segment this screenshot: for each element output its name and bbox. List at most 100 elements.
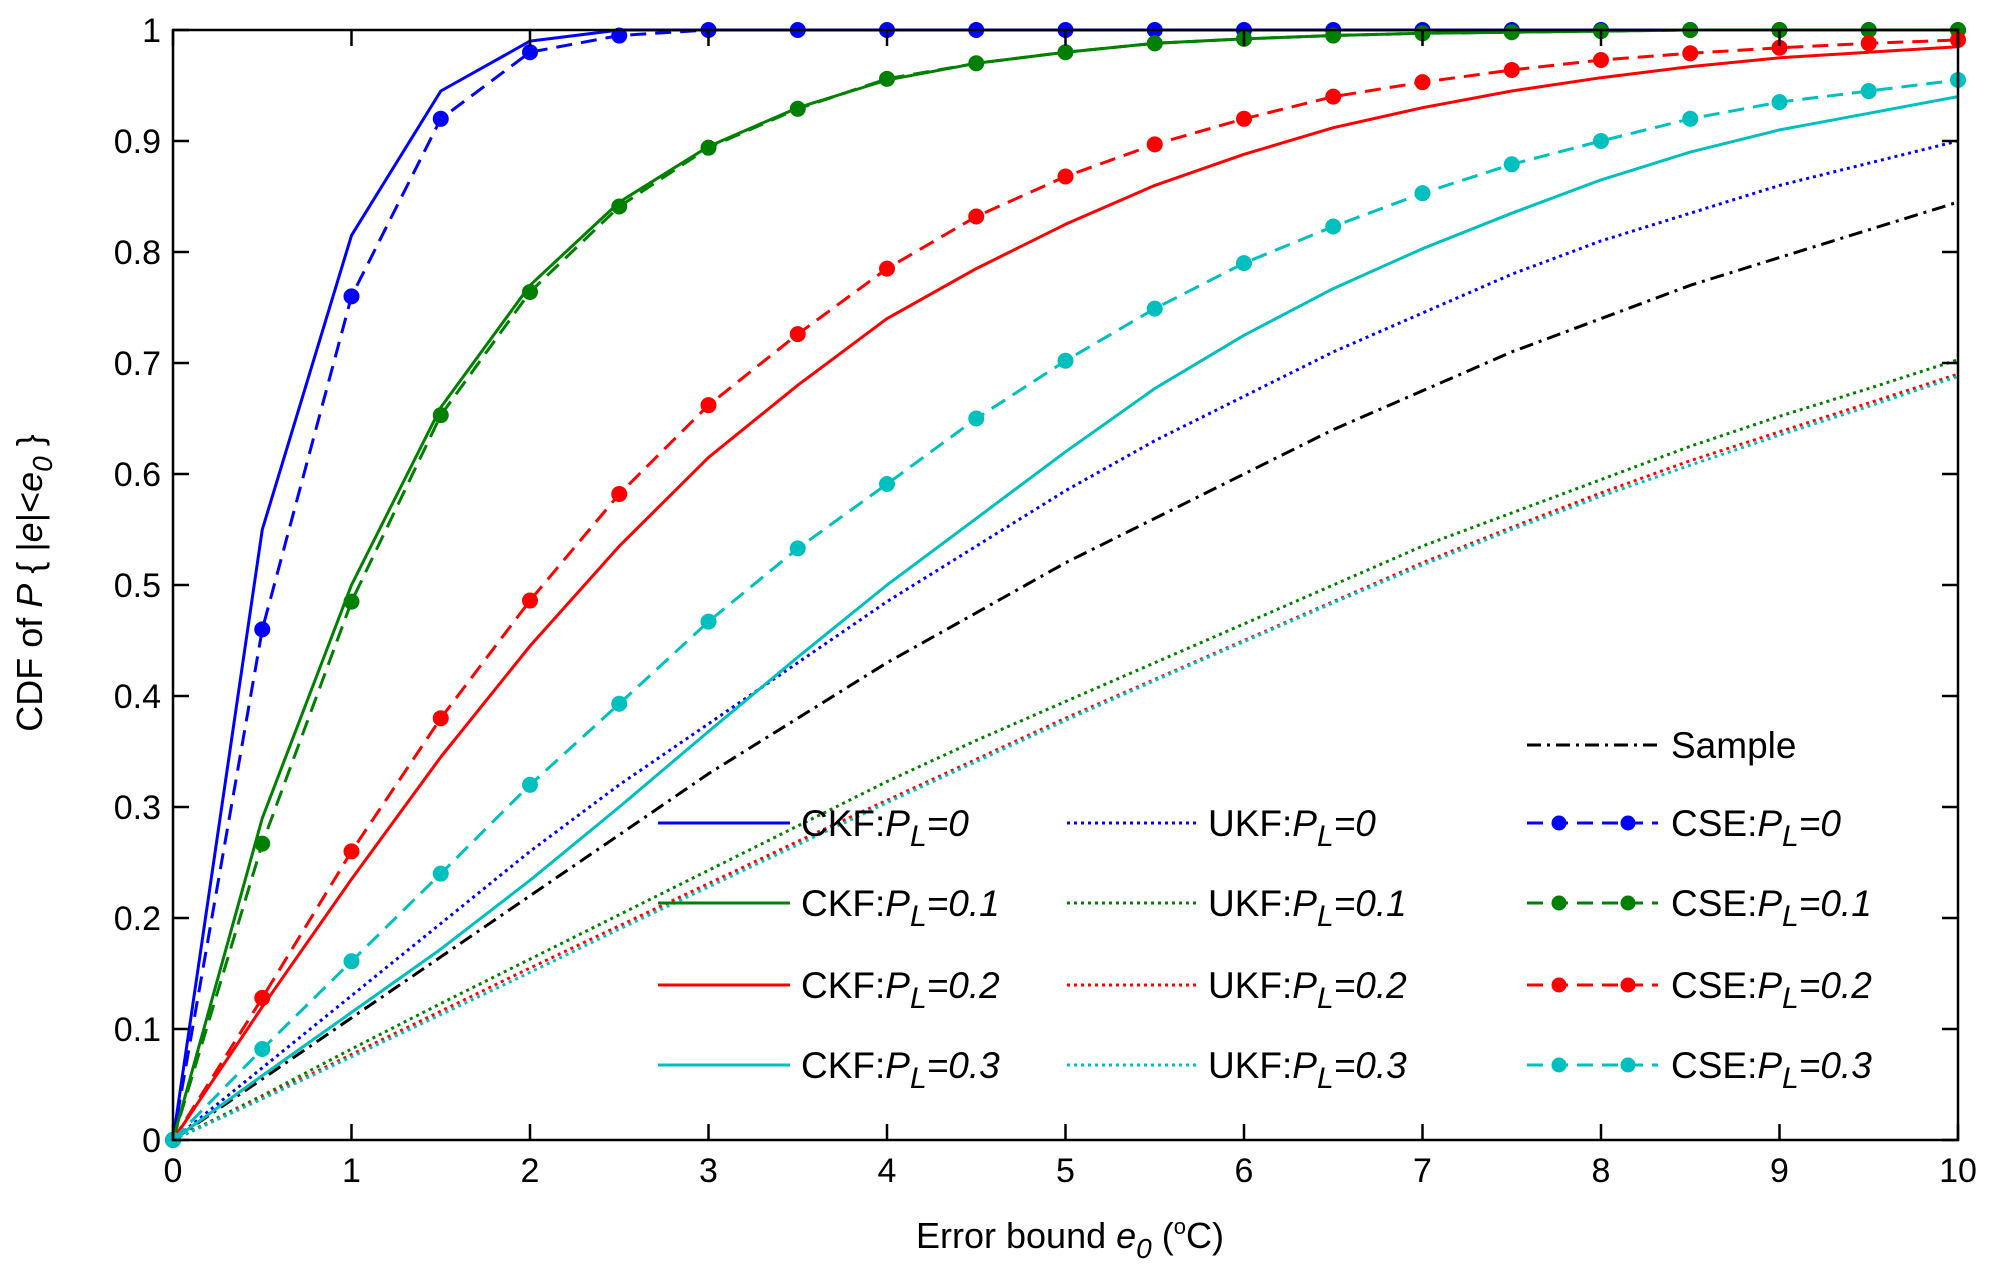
data-point <box>789 100 806 117</box>
legend-label: UKF:PL=0.1 <box>1208 883 1407 933</box>
data-point <box>254 1040 271 1057</box>
data-point <box>1236 255 1252 272</box>
data-point <box>432 865 449 882</box>
y-tick-label: 0.3 <box>114 789 161 827</box>
series-ukf-pl-0-2 <box>172 372 1959 1142</box>
legend-label: CKF:PL=0.3 <box>801 1045 1000 1095</box>
plot-area <box>173 30 1958 1140</box>
data-point <box>611 695 628 712</box>
data-point <box>611 198 628 215</box>
series-ukf-pl-0-1 <box>172 358 1959 1142</box>
data-point <box>432 407 449 424</box>
data-point <box>1057 352 1074 369</box>
axes-layer: 0 1 2 3 4 5 6 7 8 9 10 0 0.1 0.2 0.3 0.4 0.5 0.6 0.7 0.8 0.9… <box>114 12 1977 1190</box>
legend-marker <box>1551 1057 1567 1073</box>
legend-marker <box>1620 815 1636 831</box>
data-point <box>1593 51 1609 68</box>
x-tick-label: 5 <box>1056 1152 1075 1190</box>
data-point <box>343 593 360 610</box>
x-tick-label: 6 <box>1235 1152 1254 1190</box>
data-point <box>1860 35 1877 52</box>
y-tick-label: 0.9 <box>114 123 161 161</box>
y-tick-label: 0.7 <box>114 345 161 383</box>
data-point <box>879 260 895 277</box>
y-tick-label: 1 <box>142 12 161 50</box>
data-point <box>522 283 538 300</box>
data-point <box>1146 300 1163 317</box>
legend-marker <box>1620 1057 1636 1073</box>
data-point <box>611 485 628 502</box>
data-point <box>522 44 538 61</box>
data-point <box>432 110 449 127</box>
y-tick-label: 0.6 <box>114 456 161 494</box>
legend-marker <box>1620 977 1636 993</box>
legend-label: CSE:PL=0.1 <box>1671 883 1872 933</box>
x-tick-label: 9 <box>1770 1152 1789 1190</box>
x-tick-label: 2 <box>521 1152 540 1190</box>
data-point <box>1414 74 1431 91</box>
data-point <box>1682 45 1699 62</box>
x-axis-title: Error bound e0 (oC) <box>916 1214 1224 1264</box>
data-point <box>522 592 538 609</box>
legend-marker <box>1551 815 1567 831</box>
series-ukf-pl-0 <box>172 139 1959 1142</box>
x-tick-label: 3 <box>699 1152 718 1190</box>
data-point <box>968 410 985 427</box>
data-point <box>1325 88 1342 105</box>
data-point <box>789 326 806 343</box>
series-line <box>172 139 1959 1142</box>
plot-background <box>173 30 1958 1140</box>
x-tick-label: 8 <box>1592 1152 1611 1190</box>
data-point <box>1236 110 1252 127</box>
data-point <box>879 475 895 492</box>
series-line <box>171 45 1959 1141</box>
y-tick-label: 0.5 <box>114 567 161 605</box>
y-axis-title: CDF of P { |e|<e0 } <box>9 434 58 731</box>
y-tick-label: 0.8 <box>114 234 161 272</box>
series-line <box>172 372 1959 1142</box>
data-point <box>1146 136 1163 153</box>
data-point <box>700 397 717 414</box>
data-point <box>1146 35 1163 52</box>
series-sample <box>172 200 1959 1142</box>
series-line <box>172 95 1959 1142</box>
data-point <box>254 989 271 1006</box>
data-point <box>1057 168 1074 185</box>
data-point <box>254 621 271 638</box>
series-line <box>172 358 1959 1142</box>
legend-label: UKF:PL=0 <box>1208 803 1376 853</box>
data-point <box>343 288 360 305</box>
legend: Sample CKF:PL=0 UKF:PL=0 CSE:PL=0 CKF:PL=0.1… <box>658 725 1872 1095</box>
data-point <box>789 540 806 557</box>
legend-marker <box>1620 895 1636 911</box>
data-point <box>1057 44 1074 61</box>
y-tick-label: 0.1 <box>114 1011 161 1049</box>
data-point <box>700 139 717 156</box>
legend-label: CSE:PL=0 <box>1671 803 1841 853</box>
data-point <box>879 70 895 87</box>
data-point <box>611 27 628 44</box>
legend-label: CKF:PL=0.1 <box>801 883 1000 933</box>
data-point <box>1325 218 1342 235</box>
x-tick-label: 4 <box>878 1152 897 1190</box>
data-point <box>1503 24 1520 41</box>
y-tick-label: 0.4 <box>114 678 161 716</box>
legend-marker <box>1551 895 1567 911</box>
data-point <box>432 710 449 727</box>
series-ckf-pl-0-3 <box>172 95 1959 1142</box>
y-tick-label: 0 <box>142 1122 161 1160</box>
legend-label-sample: Sample <box>1671 725 1796 766</box>
x-tick-label: 0 <box>164 1152 183 1190</box>
legend-marker <box>1551 977 1567 993</box>
legend-label: CKF:PL=0 <box>801 803 969 853</box>
data-point <box>700 613 717 630</box>
x-tick-label: 1 <box>342 1152 361 1190</box>
data-point <box>1593 133 1609 149</box>
data-point <box>254 835 271 852</box>
legend-label: UKF:PL=0.3 <box>1208 1045 1407 1095</box>
x-tick-label: 7 <box>1413 1152 1432 1190</box>
legend-label: CSE:PL=0.3 <box>1671 1045 1872 1095</box>
legend-label: UKF:PL=0.2 <box>1208 965 1407 1015</box>
